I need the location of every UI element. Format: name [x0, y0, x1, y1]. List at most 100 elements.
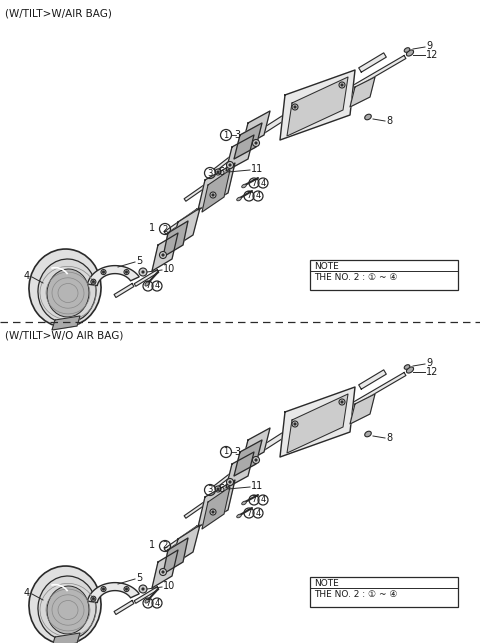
Text: 5: 5 — [136, 573, 142, 583]
Text: 7: 7 — [246, 509, 252, 518]
Polygon shape — [287, 394, 348, 453]
Polygon shape — [198, 163, 235, 210]
Text: 3: 3 — [207, 485, 213, 494]
Circle shape — [139, 268, 147, 276]
Polygon shape — [184, 485, 229, 518]
Text: 10: 10 — [163, 581, 175, 591]
Polygon shape — [284, 372, 406, 446]
Polygon shape — [259, 115, 287, 135]
Polygon shape — [184, 168, 229, 201]
Circle shape — [339, 82, 345, 88]
Circle shape — [229, 164, 231, 166]
Ellipse shape — [29, 249, 101, 327]
Polygon shape — [242, 111, 270, 147]
Circle shape — [102, 271, 105, 273]
Text: 7: 7 — [252, 179, 257, 188]
Ellipse shape — [242, 184, 246, 188]
Circle shape — [159, 568, 167, 575]
Text: 4: 4 — [155, 282, 160, 291]
Text: 9: 9 — [426, 41, 432, 51]
Text: 7: 7 — [145, 599, 151, 608]
Text: 1: 1 — [149, 540, 155, 550]
Text: 4: 4 — [24, 271, 30, 281]
Text: 4: 4 — [260, 179, 265, 188]
Circle shape — [101, 269, 106, 275]
Circle shape — [125, 588, 128, 590]
Polygon shape — [87, 583, 139, 602]
Polygon shape — [214, 134, 261, 171]
Polygon shape — [287, 77, 348, 136]
Circle shape — [255, 142, 257, 144]
Polygon shape — [171, 525, 200, 566]
Circle shape — [102, 588, 105, 590]
Circle shape — [252, 140, 260, 147]
Polygon shape — [280, 70, 355, 140]
Text: NOTE: NOTE — [314, 579, 339, 588]
Text: THE NO. 2 : ① ~ ④: THE NO. 2 : ① ~ ④ — [314, 273, 397, 282]
Circle shape — [162, 254, 164, 256]
Text: 1: 1 — [223, 448, 228, 457]
Text: 7: 7 — [246, 192, 252, 201]
Text: 12: 12 — [426, 50, 438, 60]
Circle shape — [101, 586, 106, 592]
Polygon shape — [202, 170, 230, 212]
Circle shape — [92, 597, 95, 600]
Ellipse shape — [47, 586, 89, 634]
Text: 9: 9 — [426, 358, 432, 368]
Circle shape — [162, 571, 164, 573]
Text: 4: 4 — [255, 192, 261, 201]
Text: THE NO. 2 : ① ~ ④: THE NO. 2 : ① ~ ④ — [314, 590, 397, 599]
Ellipse shape — [47, 269, 89, 317]
Circle shape — [139, 585, 147, 593]
Circle shape — [292, 104, 298, 110]
Circle shape — [341, 401, 343, 403]
Polygon shape — [163, 538, 188, 574]
Text: 7: 7 — [252, 496, 257, 505]
Text: (W/TILT>W/O AIR BAG): (W/TILT>W/O AIR BAG) — [5, 330, 123, 340]
Polygon shape — [359, 53, 386, 72]
Bar — [310, 577, 458, 607]
Polygon shape — [152, 550, 178, 588]
Circle shape — [294, 106, 296, 108]
Polygon shape — [242, 428, 270, 464]
Circle shape — [294, 423, 296, 425]
Polygon shape — [280, 387, 355, 457]
Polygon shape — [114, 284, 134, 298]
Ellipse shape — [38, 259, 96, 323]
Text: 1: 1 — [149, 223, 155, 233]
Ellipse shape — [242, 501, 246, 505]
Polygon shape — [259, 432, 287, 452]
Text: 11: 11 — [251, 481, 263, 491]
Text: 2: 2 — [162, 541, 168, 550]
Circle shape — [124, 269, 129, 275]
Text: 4: 4 — [155, 599, 160, 608]
Ellipse shape — [29, 566, 101, 643]
Ellipse shape — [145, 599, 149, 603]
Text: 7: 7 — [145, 282, 151, 291]
Ellipse shape — [407, 367, 414, 373]
Circle shape — [125, 271, 128, 273]
Circle shape — [339, 399, 345, 405]
Circle shape — [229, 481, 231, 483]
Text: 12: 12 — [426, 367, 438, 377]
Polygon shape — [350, 394, 375, 424]
Polygon shape — [359, 370, 386, 389]
Polygon shape — [152, 233, 178, 271]
Circle shape — [215, 169, 221, 175]
Polygon shape — [350, 77, 375, 107]
Circle shape — [212, 511, 214, 513]
Text: 6: 6 — [218, 484, 224, 494]
Circle shape — [124, 586, 129, 592]
Circle shape — [227, 478, 233, 485]
Bar — [310, 260, 458, 290]
Circle shape — [212, 194, 214, 196]
Ellipse shape — [407, 50, 414, 56]
Ellipse shape — [365, 114, 371, 120]
Text: 4: 4 — [255, 509, 261, 518]
Circle shape — [255, 459, 257, 461]
Polygon shape — [198, 480, 235, 527]
Polygon shape — [114, 601, 134, 615]
Circle shape — [142, 271, 144, 273]
Text: 11: 11 — [251, 164, 263, 174]
Text: 3: 3 — [234, 447, 240, 457]
